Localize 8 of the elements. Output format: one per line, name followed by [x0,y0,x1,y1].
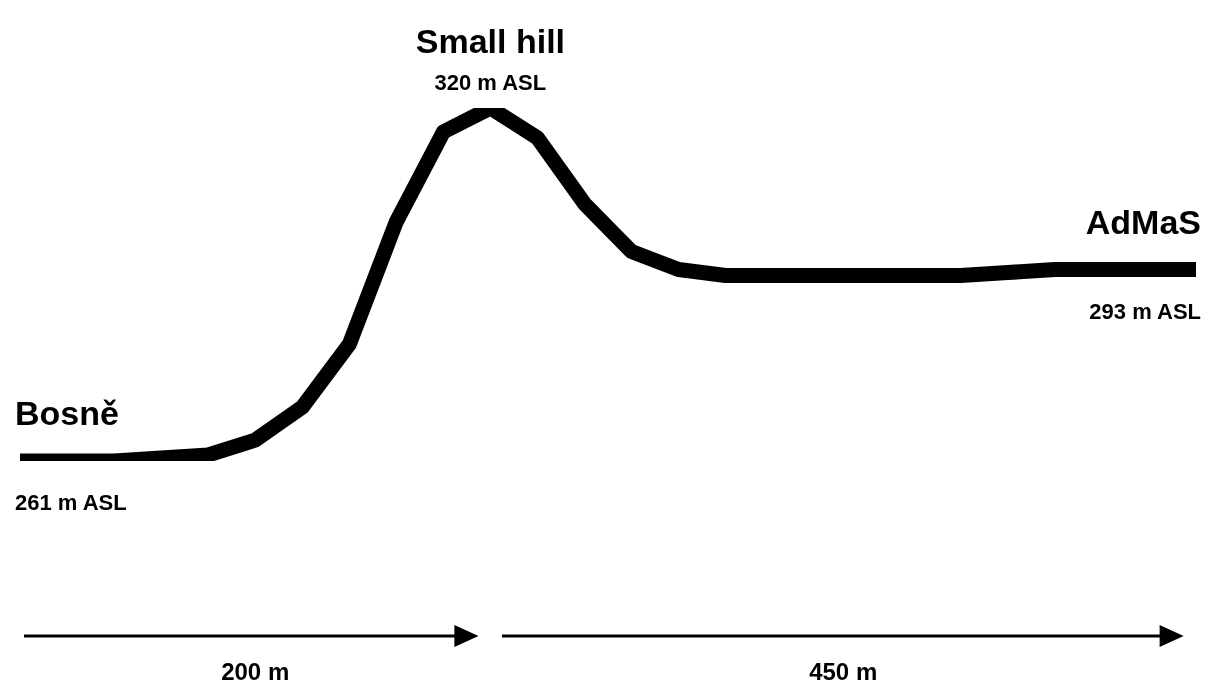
text: 450 m [809,657,878,685]
annotation: Bosně [15,394,119,433]
text: 200 m [221,657,290,685]
data-label: 293 m ASL [1089,298,1201,324]
text: Small hill [415,22,566,61]
annotation: AdMaS [1085,202,1201,241]
data-label: 320 m ASL [434,70,547,96]
data-label: 261 m ASL [15,490,127,516]
